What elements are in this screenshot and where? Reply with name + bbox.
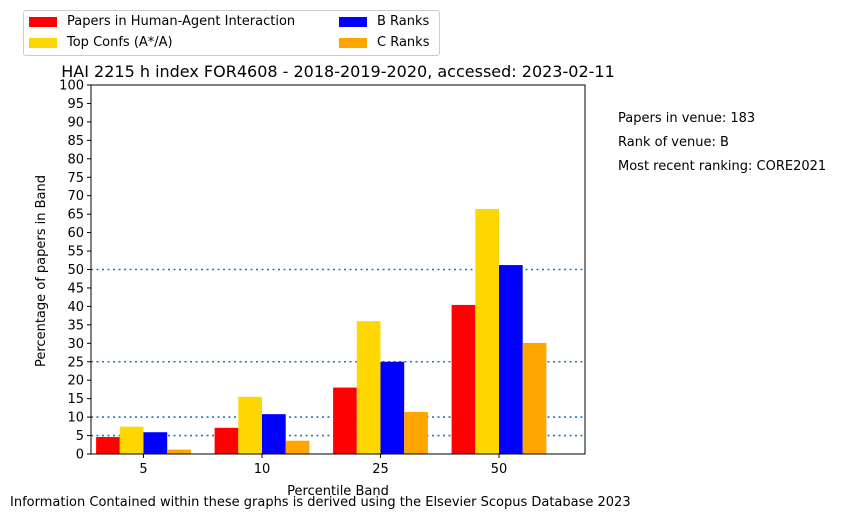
bar-4-5 — [167, 449, 191, 454]
y-tick-label: 0 — [76, 448, 84, 463]
bar-4-25 — [404, 411, 428, 454]
y-tick-label: 40 — [67, 300, 84, 315]
bar-3-50 — [499, 265, 523, 454]
bar-2-50 — [475, 208, 499, 454]
legend-swatch-top-confs — [29, 38, 57, 48]
legend-swatch-b-ranks — [339, 17, 367, 27]
bar-1-10 — [214, 427, 239, 454]
bar-3-25 — [380, 361, 405, 454]
y-tick-label: 100 — [59, 79, 84, 94]
bar-1-50 — [451, 304, 476, 454]
y-tick-label: 95 — [67, 97, 84, 112]
bar-4-50 — [522, 342, 547, 454]
y-tick-label: 20 — [67, 374, 84, 389]
y-tick-label: 25 — [67, 355, 84, 370]
chart-title: HAI 2215 h index FOR4608 - 2018-2019-202… — [61, 62, 615, 81]
x-tick-label: 10 — [254, 462, 271, 477]
legend-label-b-ranks: B Ranks — [377, 14, 430, 29]
rank-of-venue-note: Rank of venue: B — [618, 135, 729, 150]
legend: Papers in Human-Agent Interaction Top Co… — [23, 10, 440, 56]
x-axis-label: Percentile Band — [287, 484, 389, 499]
bar-3-10 — [262, 414, 286, 454]
y-tick-label: 50 — [67, 263, 84, 278]
bar-3-5 — [143, 432, 168, 454]
papers-in-venue-note: Papers in venue: 183 — [618, 111, 756, 126]
y-tick-label: 90 — [67, 115, 84, 130]
y-tick-label: 45 — [67, 281, 84, 296]
y-tick-label: 60 — [67, 226, 84, 241]
y-tick-label: 85 — [67, 134, 84, 149]
recent-ranking-note: Most recent ranking: CORE2021 — [618, 159, 827, 174]
legend-swatch-c-ranks — [339, 38, 367, 48]
bar-2-25 — [356, 321, 381, 454]
bar-1-25 — [333, 387, 357, 454]
bar-4-10 — [285, 440, 310, 454]
bar-1-5 — [96, 437, 120, 454]
legend-swatch-papers — [29, 17, 57, 27]
bar-2-5 — [119, 426, 144, 454]
y-tick-label: 80 — [67, 152, 84, 167]
bars — [96, 208, 547, 454]
y-tick-label: 35 — [67, 318, 84, 333]
y-axis-label: Percentage of papers in Band — [34, 175, 49, 367]
x-tick-label: 50 — [491, 462, 508, 477]
y-tick-label: 75 — [67, 171, 84, 186]
bar-2-10 — [238, 396, 262, 454]
y-tick-label: 70 — [67, 189, 84, 204]
data-source-footer: Information Contained within these graph… — [10, 495, 631, 510]
x-axis-ticks: 5 10 25 50 — [139, 454, 507, 477]
legend-label-papers: Papers in Human-Agent Interaction — [67, 14, 296, 29]
y-tick-label: 30 — [67, 337, 84, 352]
y-tick-label: 10 — [67, 411, 84, 426]
x-tick-label: 5 — [139, 462, 147, 477]
x-tick-label: 25 — [372, 462, 389, 477]
y-axis-ticks: 0 5 10 15 20 25 30 35 40 45 50 55 60 65 70 75 80 85 90 95 10… — [59, 79, 91, 463]
legend-label-c-ranks: C Ranks — [377, 35, 430, 50]
legend-label-top-confs: Top Confs (A*/A) — [67, 35, 173, 50]
y-tick-label: 5 — [76, 429, 84, 444]
y-tick-label: 65 — [67, 208, 84, 223]
y-tick-label: 15 — [67, 392, 84, 407]
y-tick-label: 55 — [67, 245, 84, 260]
